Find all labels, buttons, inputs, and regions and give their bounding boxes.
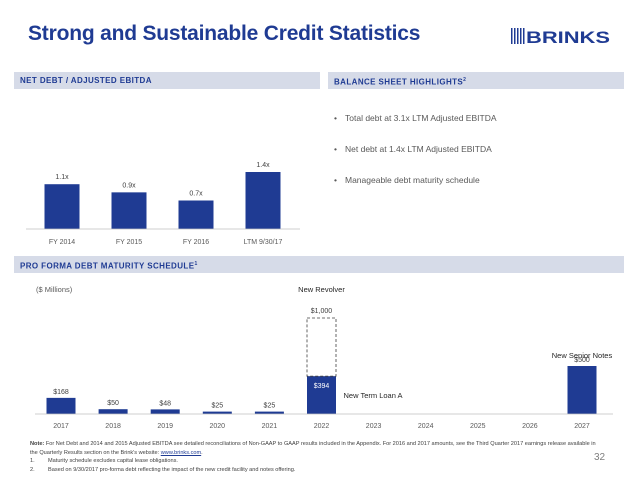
maturity-bar-label: $48 [159,400,171,407]
chart-unit-label: ($ Millions) [36,285,73,294]
ebitda-tick-label: LTM 9/30/17 [244,239,283,246]
revolver-capacity-label: $1,000 [311,308,333,315]
footnote-text: Maturity schedule excludes capital lease… [48,458,178,465]
maturity-tick-label: 2026 [522,423,538,430]
balance-highlights-list: Total debt at 3.1x LTM Adjusted EBITDA N… [332,113,497,206]
ebitda-bar-label: 1.1x [55,174,69,181]
maturity-bar [46,397,76,414]
page-number: 32 [594,452,606,463]
note-paragraph: Note: For Net Debt and 2014 and 2015 Adj… [30,441,596,456]
footnote-2: 2. Based on 9/30/2017 pro-forma debt refl… [30,466,600,475]
note-text: For Net Debt and 2014 and 2015 Adjusted … [30,441,596,456]
list-item: Net debt at 1.4x LTM Adjusted EBITDA [332,144,497,175]
maturity-bar-label: $168 [53,389,69,396]
svg-text:BRINKS: BRINKS [526,28,610,47]
ebitda-bar [178,200,214,229]
maturity-bar-label: $25 [264,403,276,410]
revolver-annotation: New Revolver [298,285,345,294]
maturity-tick-label: 2022 [314,423,330,430]
maturity-bar [202,411,232,414]
maturity-bar [150,409,180,414]
maturity-bar [254,411,284,414]
maturity-header-text: PRO FORMA DEBT MATURITY SCHEDULE [20,261,195,271]
brinks-logo: BRINKS [511,26,611,48]
maturity-tick-label: 2019 [157,423,173,430]
maturity-bar-label: $394 [314,383,330,390]
maturity-tick-label: 2020 [210,423,226,430]
maturity-header-footnote: 1 [194,261,198,267]
ebitda-bar-label: 0.9x [122,182,136,189]
maturity-tick-label: 2025 [470,423,486,430]
maturity-tick-label: 2024 [418,423,434,430]
ebitda-bar [44,184,80,229]
footnote-number: 2. [30,466,35,473]
balance-section-header: BALANCE SHEET HIGHLIGHTS2 [328,72,624,89]
maturity-bar [567,366,597,414]
maturity-tick-label: 2027 [574,423,590,430]
footnote-text: Based on 9/30/2017 pro-forma debt reflec… [48,466,296,473]
maturity-bar [98,409,128,414]
maturity-bar-label: $500 [574,357,590,364]
note-label: Note: [30,441,45,447]
term-loan-annotation: New Term Loan A [344,391,403,400]
ebitda-bar-label: 1.4x [256,162,270,169]
list-item: Total debt at 3.1x LTM Adjusted EBITDA [332,113,497,144]
senior-notes-annotation: New Senior Notes [552,351,613,360]
footnotes: Note: For Net Debt and 2014 and 2015 Adj… [30,440,600,474]
maturity-bar [307,376,336,414]
footnote-1: 1. Maturity schedule excludes capital lea… [30,457,600,466]
maturity-bar-label: $50 [107,400,119,407]
ebitda-bar [111,192,147,229]
maturity-tick-label: 2017 [53,423,69,430]
ebitda-section-header: NET DEBT / ADJUSTED EBITDA [14,72,320,89]
list-item: Manageable debt maturity schedule [332,175,497,206]
ebitda-tick-label: FY 2015 [116,239,142,246]
maturity-tick-label: 2021 [262,423,278,430]
ebitda-tick-label: FY 2014 [49,239,75,246]
ebitda-bar [245,172,281,229]
revolver-capacity-box [306,317,337,377]
page-title: Strong and Sustainable Credit Statistics [28,22,421,45]
ebitda-bar-label: 0.7x [189,191,203,198]
maturity-tick-label: 2023 [366,423,382,430]
maturity-section-header: PRO FORMA DEBT MATURITY SCHEDULE1 [14,256,624,273]
maturity-bar-label: $25 [211,403,223,410]
ebitda-tick-label: FY 2016 [183,239,209,246]
footnote-number: 1. [30,458,35,465]
balance-header-text: BALANCE SHEET HIGHLIGHTS [334,77,464,87]
maturity-tick-label: 2018 [105,423,121,430]
balance-header-footnote: 2 [463,77,467,83]
brinks-website-link[interactable]: www.brinks.com [160,449,202,456]
